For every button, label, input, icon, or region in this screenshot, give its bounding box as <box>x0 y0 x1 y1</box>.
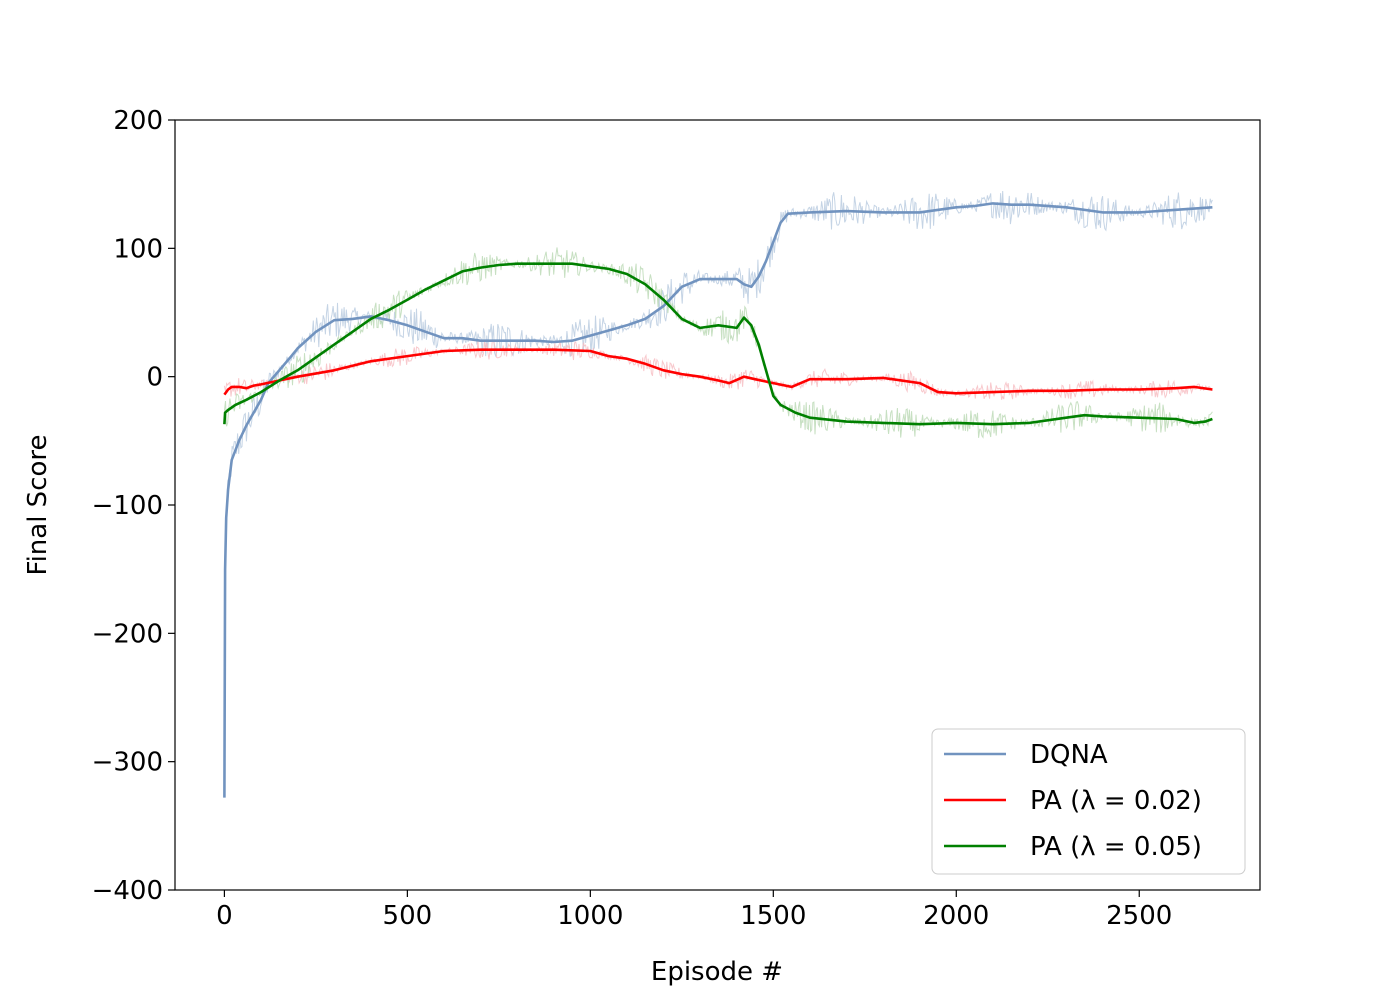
legend: DQNA PA (λ = 0.02) PA (λ = 0.05) <box>931 728 1246 875</box>
x-axis-label: Episode # <box>651 957 783 987</box>
series-line-2 <box>223 348 1213 396</box>
legend-box <box>931 728 1246 875</box>
y-axis-label: Final Score <box>23 434 53 575</box>
series-line-3 <box>223 262 1213 426</box>
legend-label-3: PA (λ = 0.05) <box>1030 832 1202 862</box>
y-tick-label: 100 <box>113 234 163 264</box>
y-axis-ticks: −400 −300 −200 −100 0 100 200 <box>92 106 175 906</box>
x-tick-label: 2500 <box>1106 901 1172 931</box>
smoothed-series-layer <box>223 202 1213 798</box>
raw-series-layer <box>223 190 1213 794</box>
legend-label-2: PA (λ = 0.02) <box>1030 786 1202 816</box>
series-line-1 <box>223 202 1213 798</box>
x-tick-label: 1500 <box>740 901 806 931</box>
x-axis-ticks: 0 500 1000 1500 2000 2500 <box>216 890 1172 931</box>
raw-series-line-3 <box>223 247 1213 439</box>
y-tick-label: 200 <box>113 106 163 136</box>
x-tick-label: 1000 <box>557 901 623 931</box>
raw-series-line-1 <box>223 190 1213 794</box>
y-tick-label: −300 <box>92 748 163 778</box>
x-tick-label: 500 <box>383 901 433 931</box>
y-tick-label: −200 <box>92 619 163 649</box>
y-tick-label: −400 <box>92 876 163 906</box>
x-tick-label: 0 <box>216 901 233 931</box>
y-tick-label: 0 <box>146 363 163 393</box>
x-tick-label: 2000 <box>923 901 989 931</box>
legend-label-1: DQNA <box>1030 740 1108 770</box>
y-tick-label: −100 <box>92 491 163 521</box>
